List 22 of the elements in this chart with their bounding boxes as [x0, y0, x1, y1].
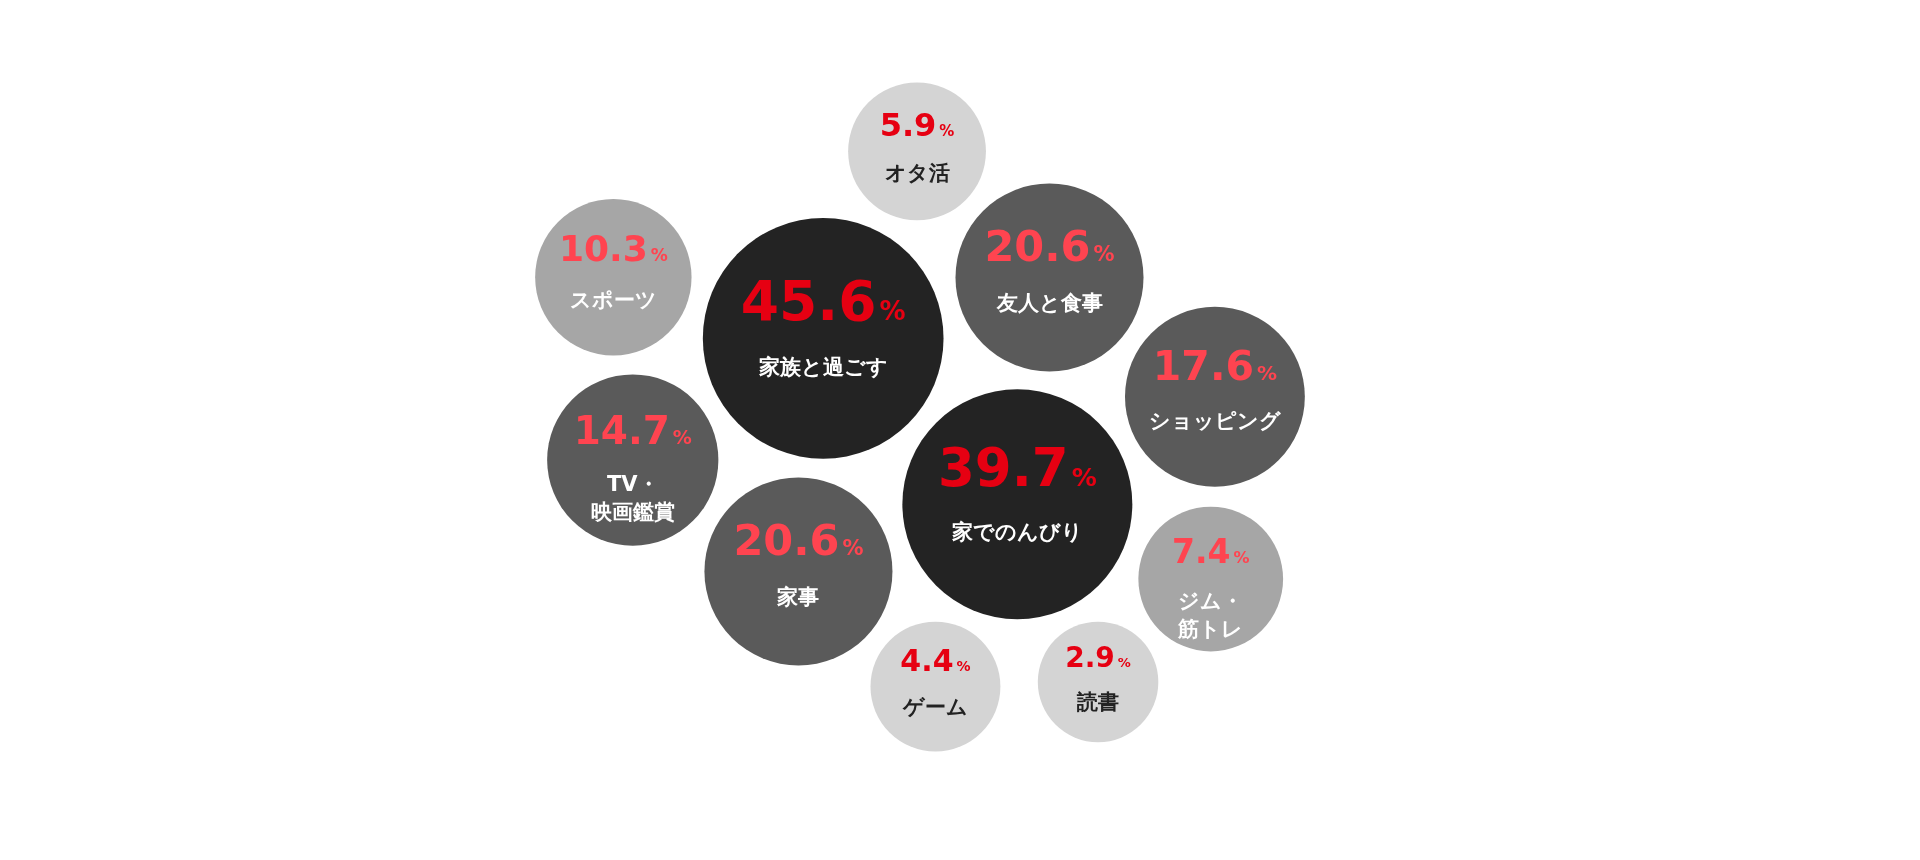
- category-label: TV・映画鑑賞: [590, 471, 675, 524]
- data-label: 45.6%: [740, 269, 906, 334]
- category-label: オタ活: [884, 160, 950, 185]
- data-label: 4.4%: [900, 643, 971, 679]
- category-label: 家でのんびり: [950, 520, 1083, 545]
- category-label: 読書: [1076, 690, 1120, 715]
- data-label: 20.6%: [733, 514, 864, 565]
- data-label: 17.6%: [1152, 342, 1278, 391]
- category-label: ジム・筋トレ: [1177, 588, 1244, 641]
- category-label: ゲーム: [901, 695, 968, 720]
- data-label: 39.7%: [937, 437, 1097, 499]
- data-label: 14.7%: [573, 407, 692, 453]
- data-label: 2.9%: [1065, 640, 1131, 674]
- category-label: ショッピング: [1148, 409, 1281, 434]
- category-label: 友人と食事: [995, 290, 1103, 315]
- category-label: 家事: [776, 584, 820, 609]
- data-label: 5.9%: [879, 105, 955, 144]
- category-label: 家族と過ごす: [757, 355, 888, 380]
- data-label: 10.3%: [558, 228, 668, 270]
- data-label: 20.6%: [984, 220, 1115, 271]
- category-label: スポーツ: [569, 288, 657, 312]
- data-label: 7.4%: [1171, 532, 1250, 572]
